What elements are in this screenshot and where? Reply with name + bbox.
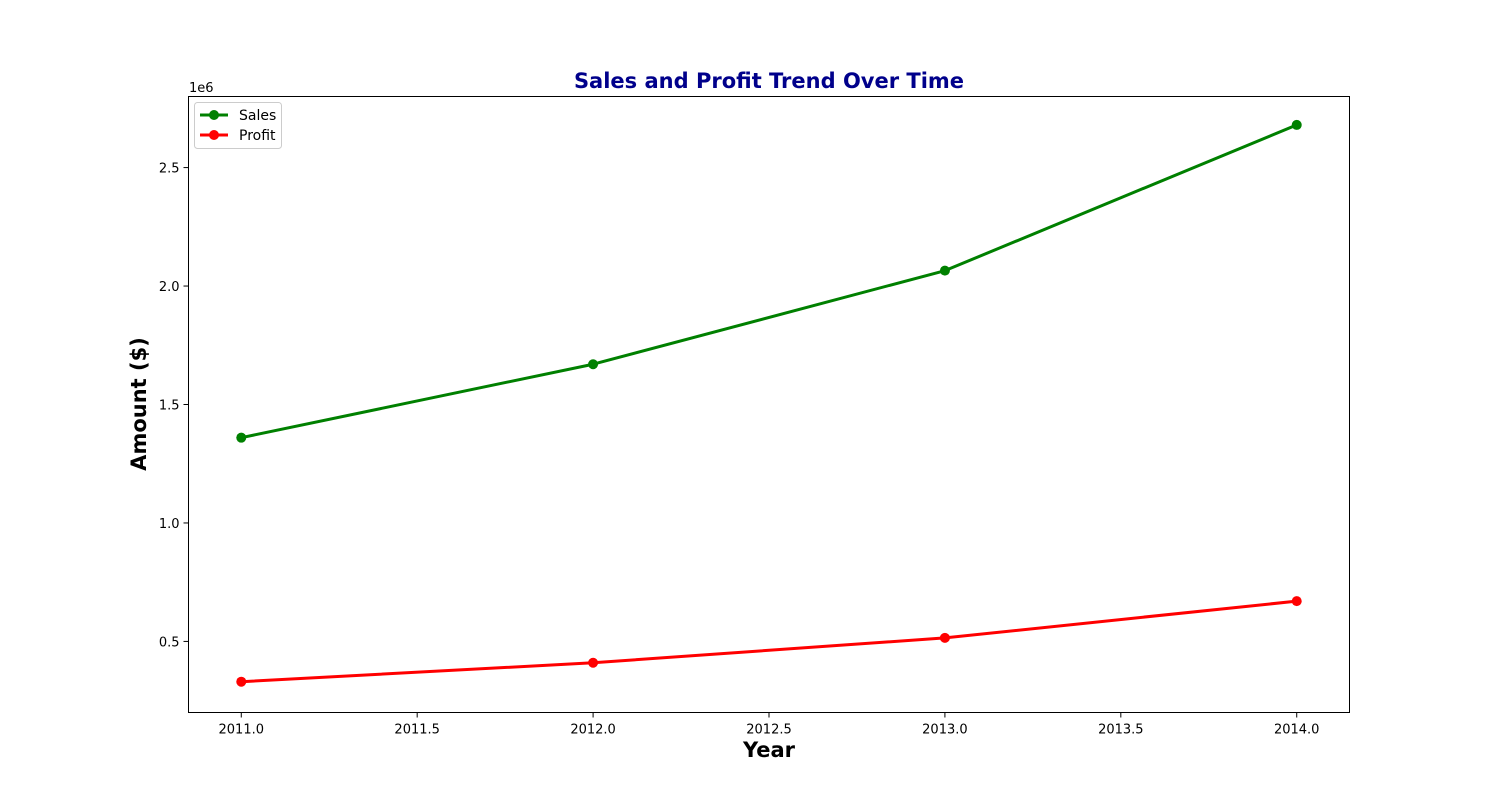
x-tick-label: 2013.0 — [922, 723, 968, 738]
profit-line — [241, 599, 1297, 684]
chart-title: Sales and Profit Trend Over Time — [574, 69, 964, 93]
plot-area-frame — [188, 96, 1350, 713]
y-axis-title: Amount ($) — [127, 337, 151, 471]
series-layer — [236, 119, 1302, 687]
legend-sales-label: Sales — [239, 108, 276, 124]
x-tick-label: 2014.0 — [1274, 723, 1320, 738]
sales-point — [1291, 119, 1302, 130]
sales-point — [939, 265, 950, 276]
y-axis-ticks: 0.5 1.0 1.5 2.0 2.5 — [159, 162, 189, 650]
x-tick-label: 2011.5 — [394, 723, 440, 738]
x-tick-label: 2012.0 — [570, 723, 616, 738]
sales-point — [588, 359, 599, 370]
x-axis-ticks: 2011.0 2011.5 2012.0 2012.5 2013.0 2013.5 2014… — [219, 712, 1320, 738]
y-tick-label: 2.0 — [159, 280, 180, 295]
y-tick-label: 2.5 — [159, 162, 180, 177]
y-offset-label: 1e6 — [189, 81, 214, 96]
legend-sales-marker — [209, 110, 219, 120]
legend-profit-marker — [209, 130, 219, 140]
x-tick-label: 2012.5 — [746, 723, 792, 738]
profit-point — [588, 657, 599, 668]
profit-point — [1291, 596, 1302, 607]
y-tick-label: 1.5 — [159, 399, 180, 414]
profit-point — [236, 676, 247, 687]
y-tick-label: 1.0 — [159, 517, 180, 532]
x-axis-title: Year — [742, 738, 796, 762]
sales-point — [236, 432, 247, 443]
x-tick-label: 2013.5 — [1098, 723, 1144, 738]
profit-point — [939, 632, 950, 643]
sales-line — [240, 123, 1298, 440]
legend-profit-label: Profit — [239, 128, 276, 144]
legend: Sales Profit — [194, 102, 282, 149]
x-tick-label: 2011.0 — [219, 723, 265, 738]
y-tick-label: 0.5 — [159, 635, 180, 650]
